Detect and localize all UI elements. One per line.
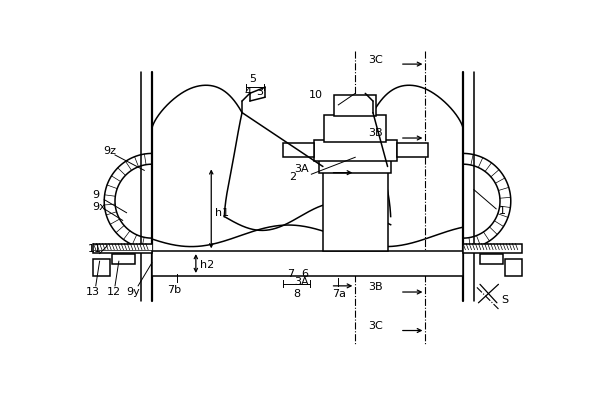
Text: 7b: 7b (167, 285, 181, 295)
Text: 1: 1 (499, 206, 505, 216)
Bar (112, 253, 135, 264)
Bar (319, 159, 391, 173)
Text: h1: h1 (215, 208, 229, 218)
Text: S: S (502, 295, 509, 305)
Text: 5: 5 (249, 75, 256, 84)
Bar (325, 115, 386, 142)
Text: 3C: 3C (368, 321, 383, 331)
Text: 9x: 9x (92, 202, 106, 211)
Text: 7a: 7a (332, 288, 346, 299)
Bar (94, 259, 110, 276)
Text: 13: 13 (86, 287, 100, 297)
Bar (314, 140, 397, 161)
Bar (480, 253, 503, 264)
Text: 3B: 3B (368, 283, 383, 292)
Text: 3B: 3B (368, 129, 383, 138)
Text: 3C: 3C (368, 55, 383, 65)
Text: 9y: 9y (127, 287, 140, 297)
Text: 9z: 9z (103, 146, 116, 156)
Bar (397, 143, 428, 157)
Bar (94, 244, 152, 250)
Text: 6: 6 (301, 269, 308, 279)
Text: 8: 8 (293, 288, 301, 299)
Text: 12: 12 (107, 287, 121, 297)
Text: 4: 4 (244, 87, 251, 97)
Text: 3: 3 (256, 87, 263, 97)
Text: 2: 2 (289, 171, 296, 182)
Text: h2: h2 (200, 260, 214, 270)
Bar (283, 143, 314, 157)
Text: 9: 9 (92, 190, 99, 200)
Text: 3A: 3A (295, 277, 309, 287)
Bar (463, 244, 521, 253)
Bar (94, 244, 152, 253)
Bar (323, 167, 388, 251)
Text: 7: 7 (287, 269, 295, 279)
Text: 10: 10 (309, 90, 323, 100)
Bar (505, 259, 521, 276)
Text: 3A: 3A (295, 164, 309, 174)
Bar (152, 251, 463, 276)
Text: 11: 11 (88, 244, 102, 254)
Bar (334, 95, 376, 116)
